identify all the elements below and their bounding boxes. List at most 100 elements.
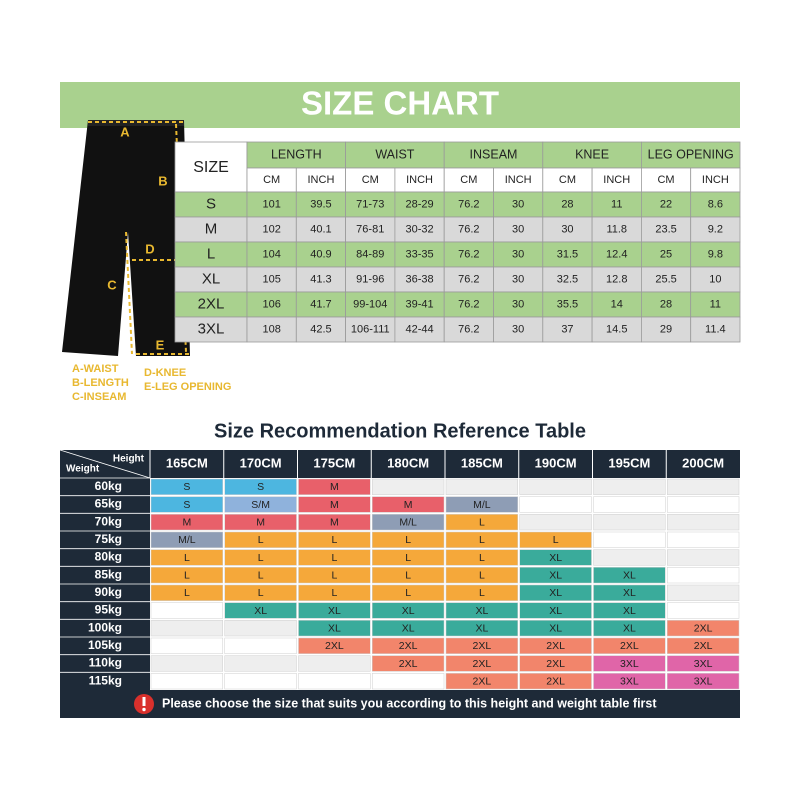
size-cell: [591, 191, 642, 218]
size-value: 12.4: [606, 248, 627, 260]
size-value: 106-111: [351, 323, 390, 335]
unit-cell: [345, 167, 396, 193]
size-name: 3XL: [198, 320, 225, 337]
reference-cell: [445, 673, 518, 690]
size-value: 35.5: [557, 298, 578, 310]
unit-header: INCH: [308, 174, 335, 186]
size-cell: [690, 316, 741, 343]
recommended-size: L: [258, 552, 264, 564]
recommended-size: L: [405, 552, 411, 564]
pants: [62, 120, 190, 356]
recommended-size: M/L: [178, 534, 196, 546]
size-value: 105: [262, 273, 280, 285]
diagram-letter: A: [120, 124, 130, 139]
size-value: 41.7: [310, 298, 331, 310]
size-value: 30: [512, 323, 524, 335]
size-value: 76.2: [458, 298, 479, 310]
reference-cell: [667, 514, 740, 531]
size-value: 14: [611, 298, 623, 310]
reference-cell: [150, 620, 223, 637]
size-value: 37: [561, 323, 573, 335]
legend-item: A-WAIST: [72, 363, 119, 375]
size-cell: [443, 266, 494, 293]
size-cell: [493, 316, 544, 343]
reference-cell: [667, 620, 740, 637]
unit-header: INCH: [603, 174, 630, 186]
size-cell: [246, 266, 297, 293]
reference-cell: [224, 602, 297, 619]
recommended-size: 3XL: [694, 658, 713, 670]
reference-cell: [593, 584, 666, 601]
reference-cell: [372, 655, 445, 672]
size-cell: [246, 191, 297, 218]
recommended-size: L: [553, 534, 559, 546]
recommended-size: XL: [475, 622, 488, 634]
recommended-size: XL: [328, 622, 341, 634]
size-cell: [394, 316, 445, 343]
size-value: 71-73: [356, 198, 384, 210]
size-name: 2XL: [198, 295, 225, 312]
legend-item: E-LEG OPENING: [144, 381, 231, 393]
size-value: 42.5: [310, 323, 331, 335]
unit-header: CM: [657, 174, 674, 186]
diagram-letter: C: [107, 277, 117, 292]
size-value: 30: [512, 248, 524, 260]
reference-cell: [298, 514, 371, 531]
recommended-size: M: [330, 481, 339, 493]
size-name: L: [207, 245, 215, 262]
recommended-size: L: [479, 552, 485, 564]
unit-header: INCH: [505, 174, 532, 186]
pants-diagram: A B C D E A-WAIST B-LENGTH C-INSEAM D-KN…: [62, 120, 231, 403]
reference-cell: [224, 531, 297, 548]
reference-cell: [667, 549, 740, 566]
reference-cell: [667, 637, 740, 654]
recommended-size: XL: [549, 552, 562, 564]
recommended-size: 2XL: [546, 658, 565, 670]
size-value: 40.1: [310, 223, 331, 235]
size-cell: [493, 216, 544, 243]
reference-cell: [445, 637, 518, 654]
reference-cell: [372, 531, 445, 548]
size-cell: [345, 266, 396, 293]
title: SIZE CHART: [301, 85, 499, 122]
recommended-size: L: [331, 552, 337, 564]
reference-cell: [519, 567, 592, 584]
height-header: 180CM: [387, 455, 429, 470]
recommended-size: 2XL: [620, 640, 639, 652]
size-cell: [443, 316, 494, 343]
reference-cell: [445, 620, 518, 637]
size-cell: [641, 241, 692, 268]
recommended-size: 2XL: [473, 640, 492, 652]
recommended-size: M: [256, 516, 265, 528]
weight-header: 110kg: [89, 656, 122, 670]
group-header: INSEAM: [470, 147, 518, 161]
recommended-size: 2XL: [325, 640, 344, 652]
reference-cell: [298, 673, 371, 690]
reference-cell: [224, 584, 297, 601]
recommended-size: 2XL: [399, 640, 418, 652]
size-cell: [295, 266, 346, 293]
group-header-cell: [641, 141, 741, 169]
recommended-size: M: [330, 516, 339, 528]
reference-cell: [150, 531, 223, 548]
reference-cell: [445, 655, 518, 672]
size-value: 11: [611, 198, 622, 210]
recommended-size: L: [331, 569, 337, 581]
recommended-size: M/L: [473, 499, 491, 511]
recommended-size: XL: [254, 605, 267, 617]
reference-cell: [445, 584, 518, 601]
unit-cell: [641, 167, 692, 193]
waistband: [88, 120, 184, 126]
diagram-letter: D: [145, 241, 154, 256]
unit-header: CM: [460, 174, 477, 186]
reference-header: [60, 450, 740, 478]
size-cell: [690, 191, 741, 218]
reference-cell: [372, 567, 445, 584]
size-value: 76.2: [458, 273, 479, 285]
unit-cell: [394, 167, 445, 193]
unit-header: INCH: [702, 174, 729, 186]
reference-cell: [519, 514, 592, 531]
recommended-size: M: [183, 516, 192, 528]
reference-cell: [445, 514, 518, 531]
